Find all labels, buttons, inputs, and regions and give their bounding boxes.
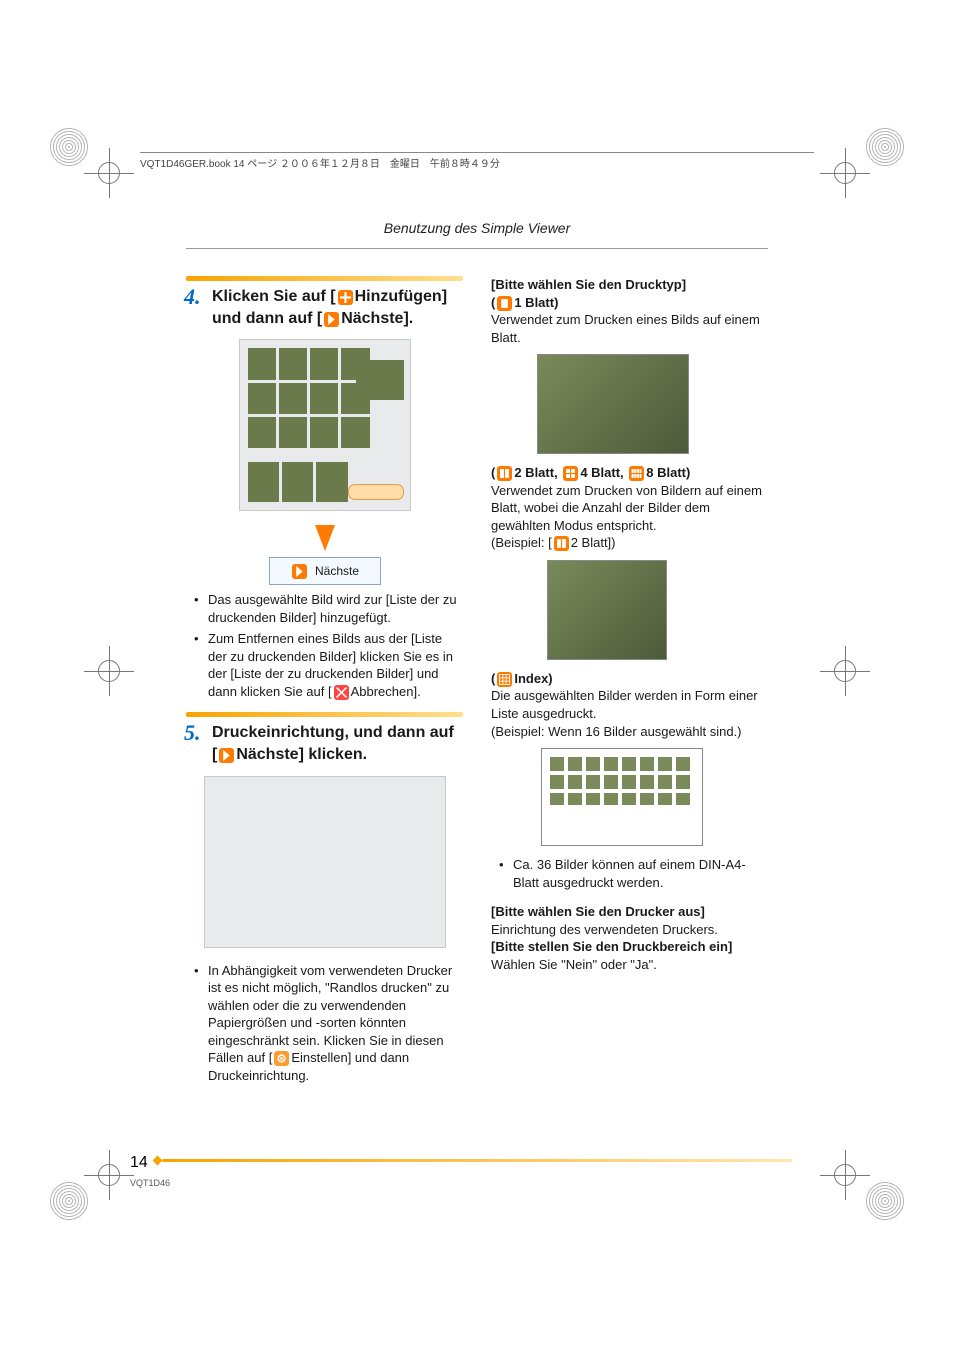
index-bullets: Ca. 36 Bilder können auf einem DIN-A4-Bl… — [491, 856, 768, 891]
printer-select-heading: [Bitte wählen Sie den Drucker aus] — [491, 903, 768, 921]
step5-bullets: In Abhängigkeit vom verwendeten Drucker … — [186, 962, 463, 1085]
index-text: Die ausgewählten Bilder werden in Form e… — [491, 687, 768, 722]
section-rule — [186, 248, 768, 251]
accent-bar — [186, 712, 463, 717]
book-header-text: VQT1D46GER.book 14 ページ ２００６年１２月８日 金曜日 午前… — [140, 159, 500, 170]
content-columns: 4. Klicken Sie auf [Hinzufügen] und dann… — [186, 276, 768, 1176]
right-column: [Bitte wählen Sie den Drucktyp] (1 Blatt… — [491, 276, 768, 1176]
figure-two-sheet — [547, 560, 667, 660]
step-4-heading: 4. Klicken Sie auf [Hinzufügen] und dann… — [186, 276, 463, 329]
section-title: Benutzung des Simple Viewer — [0, 220, 954, 236]
step4-bullets: Das ausgewählte Bild wird zur [Liste der… — [186, 591, 463, 700]
list-item: Ca. 36 Bilder können auf einem DIN-A4-Bl… — [503, 856, 768, 891]
printer-select-text: Einrichtung des verwendeten Druckers. — [491, 921, 768, 939]
print-area-heading: [Bitte stellen Sie den Druckbereich ein] — [491, 938, 768, 956]
thumbnail-grid — [248, 348, 370, 448]
two-sheet-icon — [497, 466, 512, 481]
page-number: 14 — [130, 1154, 148, 1172]
index-icon — [497, 672, 512, 687]
list-item: Zum Entfernen eines Bilds aus der [Liste… — [198, 630, 463, 700]
eight-sheet-icon — [629, 466, 644, 481]
figure-index — [541, 748, 703, 846]
cancel-icon — [334, 685, 349, 700]
step-5-heading: 5. Druckeinrichtung, und dann auf [Nächs… — [186, 712, 463, 765]
left-column: 4. Klicken Sie auf [Hinzufügen] und dann… — [186, 276, 463, 1176]
registration-mark-icon — [828, 156, 862, 190]
book-header-line: VQT1D46GER.book 14 ページ ２００６年１２月８日 金曜日 午前… — [140, 152, 814, 170]
multi-sheet-text: Verwendet zum Drucken von Bildern auf ei… — [491, 482, 768, 535]
registration-mark-icon — [92, 156, 126, 190]
naechste-label: Nächste — [315, 563, 359, 579]
accent-bar — [186, 276, 463, 281]
selected-row — [248, 462, 348, 502]
cancel-pill-icon — [348, 484, 404, 500]
add-icon — [338, 290, 353, 305]
next-icon — [292, 564, 307, 579]
step-number: 4. — [184, 282, 201, 312]
registration-mark-icon — [828, 1158, 862, 1192]
four-sheet-icon — [563, 466, 578, 481]
crop-mark-icon — [48, 1180, 90, 1222]
multi-sheet-example: (Beispiel: [2 Blatt]) — [491, 534, 768, 552]
registration-mark-icon — [828, 654, 862, 688]
one-sheet-icon — [497, 296, 512, 311]
next-icon — [324, 312, 339, 327]
crop-mark-icon — [864, 1180, 906, 1222]
naechste-button: Nächste — [269, 557, 381, 585]
next-icon — [219, 748, 234, 763]
print-type-heading: [Bitte wählen Sie den Drucktyp] — [491, 276, 768, 294]
crop-mark-icon — [864, 126, 906, 168]
index-label: (Index) — [491, 670, 768, 688]
step-text: Druckeinrichtung, und dann auf [Nächste]… — [212, 722, 463, 765]
preview-thumbnail — [356, 360, 404, 400]
step-text: Klicken Sie auf [Hinzufügen] und dann au… — [212, 286, 463, 329]
index-example: (Beispiel: Wenn 16 Bilder ausgewählt sin… — [491, 723, 768, 741]
list-item: Das ausgewählte Bild wird zur [Liste der… — [198, 591, 463, 626]
one-sheet-label: (1 Blatt) — [491, 294, 768, 312]
figure-print-setup — [204, 776, 446, 948]
footer-accent-rule — [162, 1159, 792, 1162]
one-sheet-text: Verwendet zum Drucken eines Bilds auf ei… — [491, 311, 768, 346]
print-area-text: Wählen Sie "Nein" oder "Ja". — [491, 956, 768, 974]
registration-mark-icon — [92, 654, 126, 688]
settings-icon — [274, 1051, 289, 1066]
multi-sheet-label: (2 Blatt, 4 Blatt, 8 Blatt) — [491, 464, 768, 482]
manual-page: VQT1D46GER.book 14 ページ ２００６年１２月８日 金曜日 午前… — [0, 0, 954, 1348]
arrow-down-icon — [315, 525, 335, 551]
list-item: In Abhängigkeit vom verwendeten Drucker … — [198, 962, 463, 1085]
registration-mark-icon — [92, 1158, 126, 1192]
two-sheet-icon — [554, 536, 569, 551]
figure-image-selection — [239, 339, 411, 511]
crop-mark-icon — [48, 126, 90, 168]
figure-one-sheet — [537, 354, 689, 454]
doc-code: VQT1D46 — [130, 1178, 170, 1188]
step-number: 5. — [184, 718, 201, 748]
